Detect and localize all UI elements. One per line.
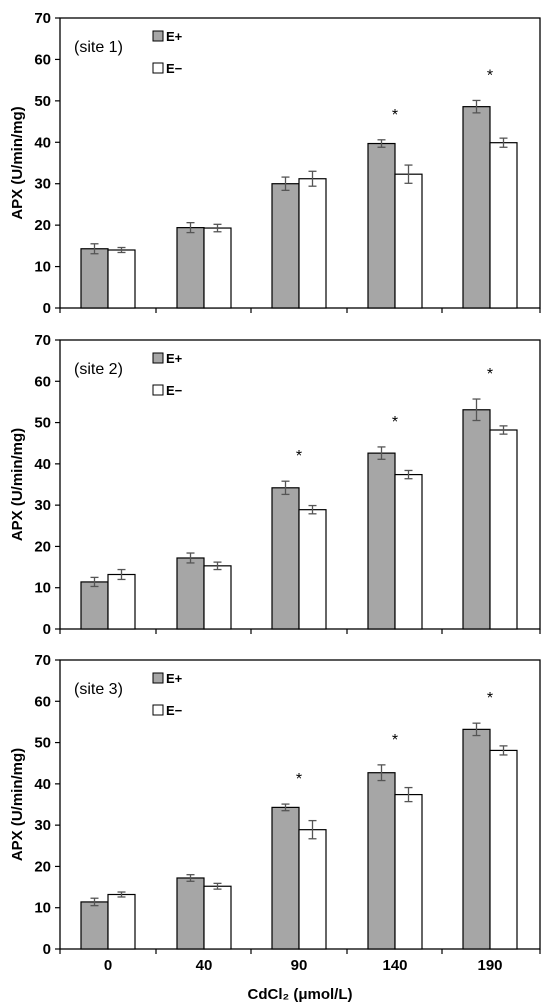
legend-swatch: [152, 704, 164, 716]
x-tick-label: 90: [291, 957, 308, 974]
legend-label: E−: [166, 703, 183, 718]
legend-label: E−: [166, 383, 183, 398]
bar-e-minus: [298, 178, 327, 309]
y-tick-label: 50: [34, 735, 51, 752]
significance-marker: *: [487, 366, 493, 383]
x-tick-label: 40: [196, 957, 213, 974]
y-tick-label: 0: [43, 621, 51, 638]
legend-label: E+: [166, 351, 183, 366]
y-axis-label: APX (U/min/mg): [9, 106, 26, 219]
bar-e-plus: [462, 409, 491, 630]
y-tick-label: 20: [34, 858, 51, 875]
y-tick-label: 10: [34, 900, 51, 917]
bar-e-minus: [107, 893, 136, 950]
bar-e-minus: [107, 249, 136, 309]
y-tick-label: 40: [34, 456, 51, 473]
significance-marker: *: [296, 448, 302, 465]
bar-e-minus: [298, 509, 327, 630]
y-tick-label: 20: [34, 217, 51, 234]
y-tick-label: 60: [34, 693, 51, 710]
x-axis-label: CdCl₂ (μmol/L): [248, 986, 353, 1003]
y-tick-label: 70: [34, 652, 51, 669]
y-tick-label: 0: [43, 941, 51, 958]
bar-e-minus: [107, 573, 136, 630]
bar-e-plus: [176, 557, 205, 630]
y-tick-label: 10: [34, 259, 51, 276]
x-tick-label: 0: [104, 957, 112, 974]
y-tick-label: 20: [34, 538, 51, 555]
significance-marker: *: [392, 414, 398, 431]
bar-e-minus: [489, 749, 518, 950]
legend-label: E+: [166, 671, 183, 686]
x-tick-label: 140: [382, 957, 407, 974]
bar-e-plus: [176, 877, 205, 950]
y-tick-label: 30: [34, 817, 51, 834]
y-tick-label: 70: [34, 332, 51, 349]
bar-e-plus: [271, 806, 300, 950]
significance-marker: *: [392, 732, 398, 749]
y-tick-label: 40: [34, 776, 51, 793]
significance-marker: *: [487, 67, 493, 84]
bar-e-minus: [203, 565, 232, 630]
bar-e-plus: [80, 581, 109, 630]
bar-e-minus: [298, 829, 327, 950]
y-tick-label: 0: [43, 300, 51, 317]
legend-swatch: [152, 672, 164, 684]
bar-e-plus: [80, 248, 109, 309]
bar-e-plus: [80, 901, 109, 950]
panel-label: (site 2): [74, 361, 123, 378]
bar-e-plus: [176, 227, 205, 309]
bar-e-minus: [203, 885, 232, 950]
bar-e-plus: [462, 728, 491, 950]
bar-e-plus: [367, 772, 396, 950]
y-tick-label: 50: [34, 415, 51, 432]
x-tick-label: 190: [477, 957, 502, 974]
bar-e-minus: [394, 473, 423, 630]
bar-e-plus: [367, 142, 396, 309]
y-tick-label: 30: [34, 176, 51, 193]
chart-panel-site-1: 0 10 20 30 40 50 60 70 APX (U/min/mg) * * (site 1) E…: [9, 10, 541, 317]
bar-e-plus: [367, 452, 396, 630]
legend-label: E−: [166, 61, 183, 76]
y-tick-label: 60: [34, 373, 51, 390]
panel-label: (site 3): [74, 681, 123, 698]
legend-swatch: [152, 352, 164, 364]
y-tick-label: 30: [34, 497, 51, 514]
legend-label: E+: [166, 29, 183, 44]
bar-e-plus: [271, 183, 300, 309]
chart-panel-site-3: 0 10 20 30 40 50 60 70 APX (U/min/mg) 0 40 * 90 * 140 *…: [9, 652, 541, 1003]
significance-marker: *: [392, 107, 398, 124]
bar-e-minus: [203, 227, 232, 309]
legend-swatch: [152, 62, 164, 74]
y-tick-label: 60: [34, 51, 51, 68]
y-tick-label: 10: [34, 580, 51, 597]
bar-e-minus: [489, 142, 518, 309]
y-axis-label: APX (U/min/mg): [9, 428, 26, 541]
significance-marker: *: [487, 690, 493, 707]
y-tick-label: 70: [34, 10, 51, 27]
bar-e-plus: [462, 106, 491, 309]
y-tick-label: 50: [34, 93, 51, 110]
chart-panel-site-2: 0 10 20 30 40 50 60 70 APX (U/min/mg) * * * (site 2)…: [9, 332, 541, 638]
legend-swatch: [152, 384, 164, 396]
y-axis-label: APX (U/min/mg): [9, 748, 26, 861]
panel-label: (site 1): [74, 39, 123, 56]
bar-e-minus: [394, 173, 423, 309]
bar-e-minus: [394, 793, 423, 950]
bar-e-minus: [489, 429, 518, 630]
legend-swatch: [152, 30, 164, 42]
y-tick-label: 40: [34, 134, 51, 151]
bar-e-plus: [271, 487, 300, 630]
significance-marker: *: [296, 771, 302, 788]
